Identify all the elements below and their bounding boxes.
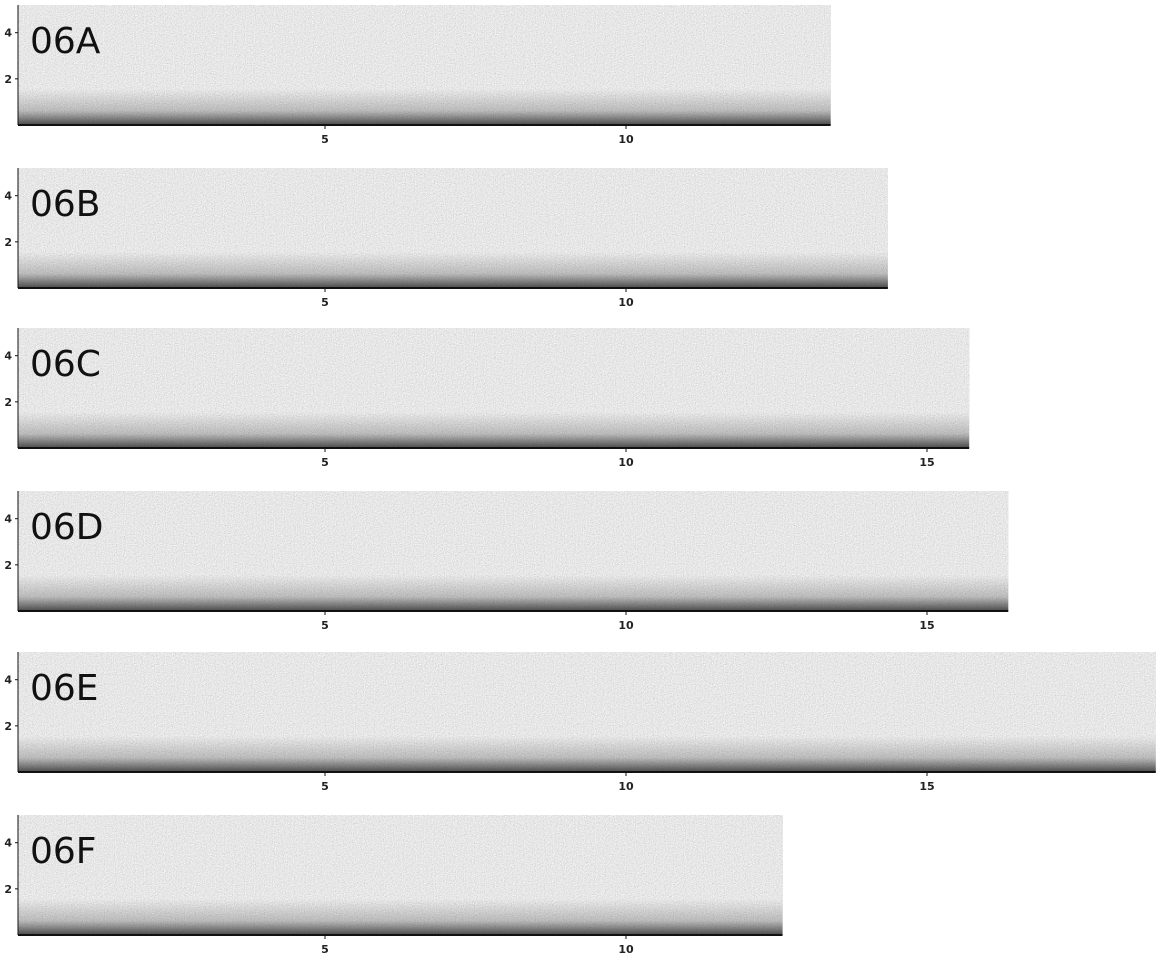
x-tick-label: 10 bbox=[618, 619, 634, 632]
x-tick-label: 5 bbox=[321, 456, 329, 469]
panel-label: 06E bbox=[30, 668, 99, 709]
spectrogram-floor bbox=[18, 815, 783, 935]
x-tick-label: 10 bbox=[618, 133, 634, 146]
y-tick-label: 4 bbox=[4, 190, 12, 203]
y-tick-label: 2 bbox=[4, 883, 12, 896]
x-tick-label: 15 bbox=[919, 456, 934, 469]
x-tick-label: 15 bbox=[919, 780, 934, 793]
y-tick-label: 4 bbox=[4, 513, 12, 526]
spectrogram-floor bbox=[18, 328, 970, 448]
panel-label: 06B bbox=[30, 184, 101, 225]
panel-label: 06D bbox=[30, 507, 104, 548]
spectrogram-floor bbox=[18, 168, 888, 288]
x-tick-label: 5 bbox=[321, 780, 329, 793]
panel-label: 06C bbox=[30, 344, 101, 385]
x-tick-label: 10 bbox=[618, 943, 634, 956]
y-tick-label: 4 bbox=[4, 350, 12, 363]
spectrogram-floor bbox=[18, 5, 831, 125]
x-tick-label: 10 bbox=[618, 780, 634, 793]
y-tick-label: 2 bbox=[4, 73, 12, 86]
x-tick-label: 5 bbox=[321, 943, 329, 956]
x-tick-label: 10 bbox=[618, 456, 634, 469]
y-tick-label: 2 bbox=[4, 396, 12, 409]
panel-label: 06F bbox=[30, 831, 97, 872]
x-tick-label: 15 bbox=[919, 619, 934, 632]
x-tick-label: 5 bbox=[321, 296, 329, 309]
spectrogram-floor bbox=[18, 491, 1009, 611]
y-tick-label: 2 bbox=[4, 559, 12, 572]
y-tick-label: 4 bbox=[4, 27, 12, 40]
x-tick-label: 5 bbox=[321, 619, 329, 632]
y-tick-label: 2 bbox=[4, 720, 12, 733]
panel-label: 06A bbox=[30, 21, 101, 62]
y-tick-label: 4 bbox=[4, 674, 12, 687]
spectrogram-floor bbox=[18, 652, 1156, 772]
x-tick-label: 5 bbox=[321, 133, 329, 146]
y-tick-label: 4 bbox=[4, 837, 12, 850]
x-tick-label: 10 bbox=[618, 296, 634, 309]
y-tick-label: 2 bbox=[4, 236, 12, 249]
